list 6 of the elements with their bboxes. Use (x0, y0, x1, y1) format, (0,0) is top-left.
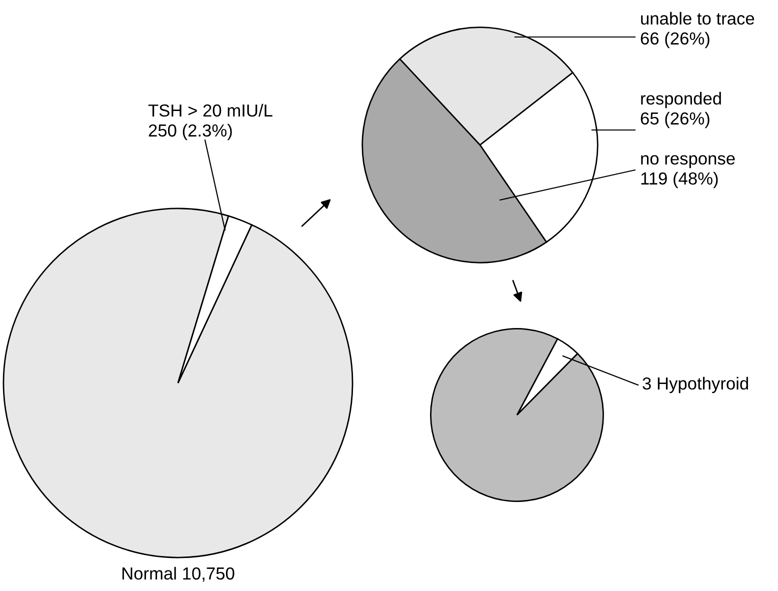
slice-label: no response 119 (48%) (641, 155, 735, 188)
slice-label: TSH > 20 mIU/L 250 (2.3%) (148, 104, 272, 140)
slice-label: Normal 10,750 (122, 566, 234, 582)
slice-label: unable to trace 66 (26%) (640, 12, 754, 48)
slice-label: 3 Hypothyroid (642, 376, 748, 394)
slice-label: responded 65 (26%) (640, 92, 721, 128)
